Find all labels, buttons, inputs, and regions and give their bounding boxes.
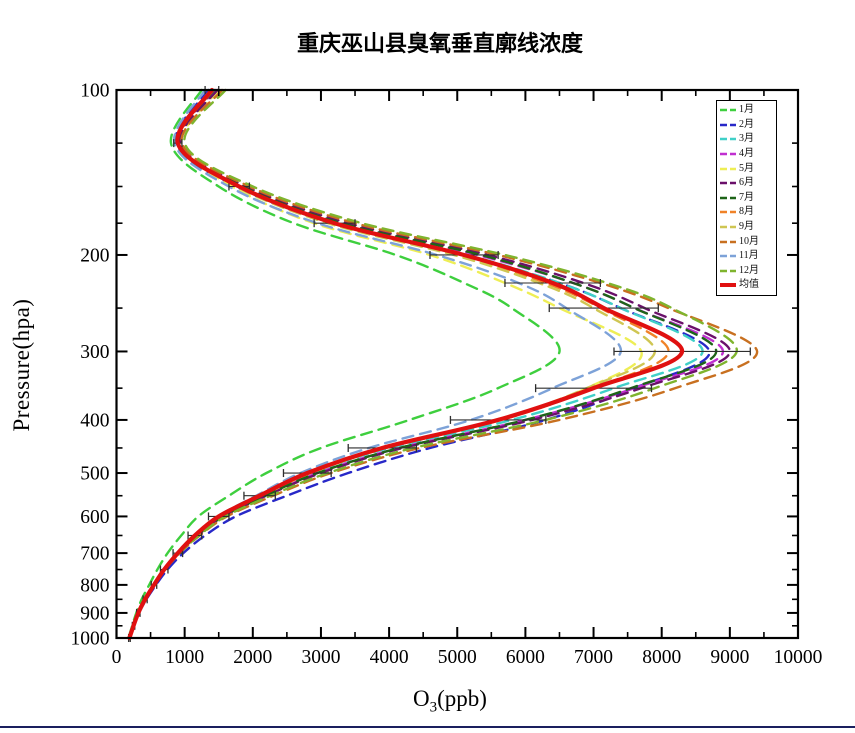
legend-label: 6月 [739,177,754,189]
x-axis-label-element: O [413,686,430,711]
svg-text:600: 600 [80,507,109,528]
svg-text:800: 800 [80,575,109,596]
svg-text:1000: 1000 [71,629,110,650]
svg-text:9000: 9000 [710,647,749,668]
curve-mean [127,87,685,641]
legend-label: 12月 [739,264,759,276]
legend-swatch [720,138,736,141]
x-axis-label-subscript: 3 [429,699,438,716]
axis-tick-labels: 0 1000 2000 3000 4000 5000 6000 7000 8000 9000 100… [71,81,823,669]
legend-item-均值: 均值 [719,278,776,293]
svg-text:0: 0 [112,647,122,668]
legend-item-3月: 3月 [719,132,776,147]
svg-text:400: 400 [80,410,109,431]
svg-text:6000: 6000 [506,647,545,668]
legend-label: 3月 [739,133,754,145]
curve-5月 [128,88,643,640]
axis-ticks [115,89,799,639]
svg-text:8000: 8000 [642,647,681,668]
legend-item-4月: 4月 [719,147,776,162]
svg-text:900: 900 [80,603,109,624]
svg-text:10000: 10000 [774,647,823,668]
curve-10月 [128,88,759,640]
legend-item-9月: 9月 [719,220,776,235]
legend-item-6月: 6月 [719,176,776,191]
svg-text:4000: 4000 [370,647,409,668]
svg-text:300: 300 [80,342,109,363]
svg-text:7000: 7000 [574,647,613,668]
legend-swatch [720,254,736,258]
legend-swatch [720,196,736,200]
legend-label: 7月 [739,191,754,203]
error-bars [127,86,751,642]
legend-swatch [720,167,736,170]
legend-label: 8月 [739,206,754,218]
legend-item-7月: 7月 [719,191,776,206]
legend-swatch [720,108,736,112]
legend-label: 2月 [739,118,754,130]
mean-curve [127,87,685,641]
legend-swatch [720,240,736,243]
legend-item-5月: 5月 [719,161,776,176]
svg-text:700: 700 [80,544,109,565]
svg-text:2000: 2000 [233,647,272,668]
legend-label: 11月 [739,250,759,262]
legend-item-11月: 11月 [719,249,776,264]
legend: 1月 2月 3月 4月 5月 6月 7月 8月 9月 10月 11月 12月均值 [716,100,777,296]
legend-label: 4月 [739,148,754,160]
svg-text:200: 200 [80,245,109,266]
legend-item-12月: 12月 [719,264,776,279]
x-axis-label-unit: (ppb) [437,686,487,711]
legend-item-2月: 2月 [719,118,776,133]
legend-swatch [720,123,736,127]
legend-swatch [720,152,736,156]
svg-text:3000: 3000 [301,647,340,668]
legend-swatch [720,211,736,214]
legend-swatch [720,283,736,288]
svg-text:1000: 1000 [165,647,204,668]
legend-item-1月: 1月 [719,103,776,118]
legend-label: 5月 [739,162,754,174]
legend-swatch [720,225,736,229]
legend-label: 10月 [739,235,759,247]
legend-item-8月: 8月 [719,205,776,220]
y-axis-label: Pressure(hpa) [9,298,34,432]
svg-text:5000: 5000 [438,647,477,668]
curve-12月 [128,88,738,640]
legend-swatch [720,269,736,273]
legend-label: 1月 [739,104,754,116]
legend-item-10月: 10月 [719,234,776,249]
legend-label: 9月 [739,221,754,233]
chart-title: 重庆巫山县臭氧垂直廓线浓度 [296,31,583,56]
legend-swatch [720,181,736,185]
curve-1月 [127,88,561,640]
svg-text:100: 100 [80,81,109,102]
bottom-border-line [0,726,855,728]
legend-label: 均值 [739,279,759,291]
svg-text:500: 500 [80,464,109,485]
x-axis-label: O3(ppb) [0,686,855,717]
